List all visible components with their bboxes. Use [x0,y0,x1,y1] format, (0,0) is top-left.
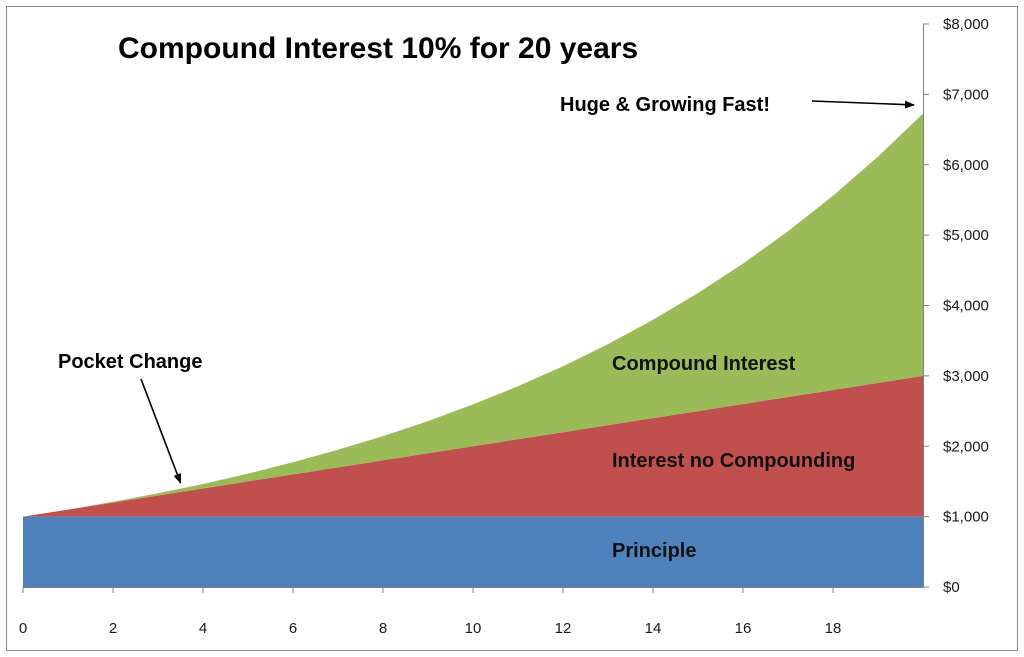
axes-layer: 0 2 4 6 8 10 12 14 16 18 $0 $1,000 $2,000 $3,000 $4,0… [19,16,989,637]
interest-no-compounding-area [23,375,923,517]
x-tick-label: 2 [109,620,117,637]
compound-interest-area [23,113,923,517]
area-layer [23,113,923,587]
x-tick-label: 14 [645,620,662,637]
y-tick-label: $1,000 [943,509,989,526]
x-tick-label: 4 [199,620,207,637]
y-tick-label: $7,000 [943,86,989,103]
annotation-huge-growing-fast-label: Huge & Growing Fast! [560,94,770,116]
x-axis-ticks: 0 2 4 6 8 10 12 14 16 18 [19,587,842,637]
chart-title: Compound Interest 10% for 20 years [118,32,638,65]
annotation-pocket-change-arrow [140,378,182,484]
x-tick-label: 0 [19,620,27,637]
x-tick-label: 10 [465,620,482,637]
y-tick-label: $2,000 [943,438,989,455]
annotation-huge-growing-fast-arrow [811,100,915,109]
y-axis-ticks: $0 $1,000 $2,000 $3,000 $4,000 $5,000 $6,000 $7… [923,16,989,596]
y-tick-label: $4,000 [943,298,989,315]
x-tick-label: 12 [555,620,572,637]
annotation-huge-growing-fast: Huge & Growing Fast! [560,94,915,116]
principle-area [23,516,923,587]
y-tick-label: $5,000 [943,227,989,244]
x-tick-label: 16 [735,620,752,637]
x-tick-label: 6 [289,620,297,637]
y-tick-label: $6,000 [943,157,989,174]
x-tick-label: 8 [379,620,387,637]
y-tick-label: $8,000 [943,16,989,33]
y-tick-label: $3,000 [943,368,989,385]
interest-no-compounding-area-label: Interest no Compounding [612,450,855,472]
principle-area-label: Principle [612,540,696,562]
x-tick-label: 18 [825,620,842,637]
annotation-pocket-change-label: Pocket Change [58,351,202,373]
compound-interest-area-label: Compound Interest [612,353,796,375]
y-tick-label: $0 [943,579,960,596]
annotation-pocket-change: Pocket Change [58,351,202,484]
